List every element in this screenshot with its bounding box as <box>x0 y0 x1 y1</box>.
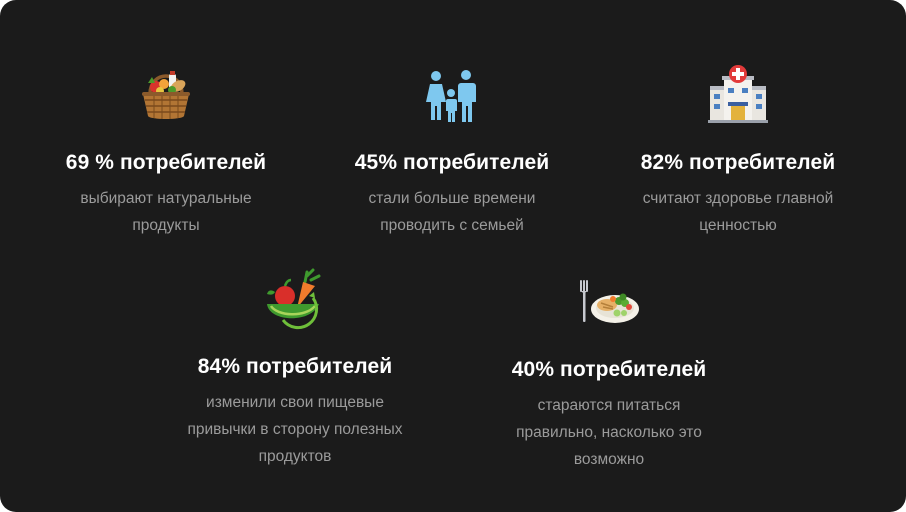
stat-card-eating-habits: 84% потребителей изменили свои пищевые п… <box>145 268 445 470</box>
healthy-plate-icon <box>580 280 639 323</box>
stat-headline: 40% потребителей <box>511 358 707 381</box>
stat-description: выбирают натуральные продукты <box>80 190 252 234</box>
food-basket-icon <box>142 71 190 119</box>
stat-headline: 84% потребителей <box>197 355 393 378</box>
stat-description: стараются питаться правильно, насколько … <box>516 397 702 468</box>
family-icon <box>426 70 476 122</box>
vegetables-bowl-icon <box>267 268 321 330</box>
stat-description: считают здоровье главной ценностью <box>642 190 834 234</box>
stat-headline: 45% потребителей <box>354 151 550 174</box>
stat-description: изменили свои пищевые привычки в сторону… <box>187 394 403 465</box>
stat-headline: 69 % потребителей <box>65 151 267 174</box>
stat-card-health-value: 82% потребителей считают здоровье главно… <box>588 64 888 239</box>
stat-headline: 82% потребителей <box>640 151 836 174</box>
stat-description: стали больше времени проводить с семьей <box>368 190 536 234</box>
stat-card-healthy-eating: 40% потребителей стараются питаться прав… <box>459 271 759 473</box>
stat-card-natural-products: 69 % потребителей выбирают натуральные п… <box>16 64 316 239</box>
hospital-icon <box>708 65 768 123</box>
stat-card-family-time: 45% потребителей стали больше времени пр… <box>302 64 602 239</box>
